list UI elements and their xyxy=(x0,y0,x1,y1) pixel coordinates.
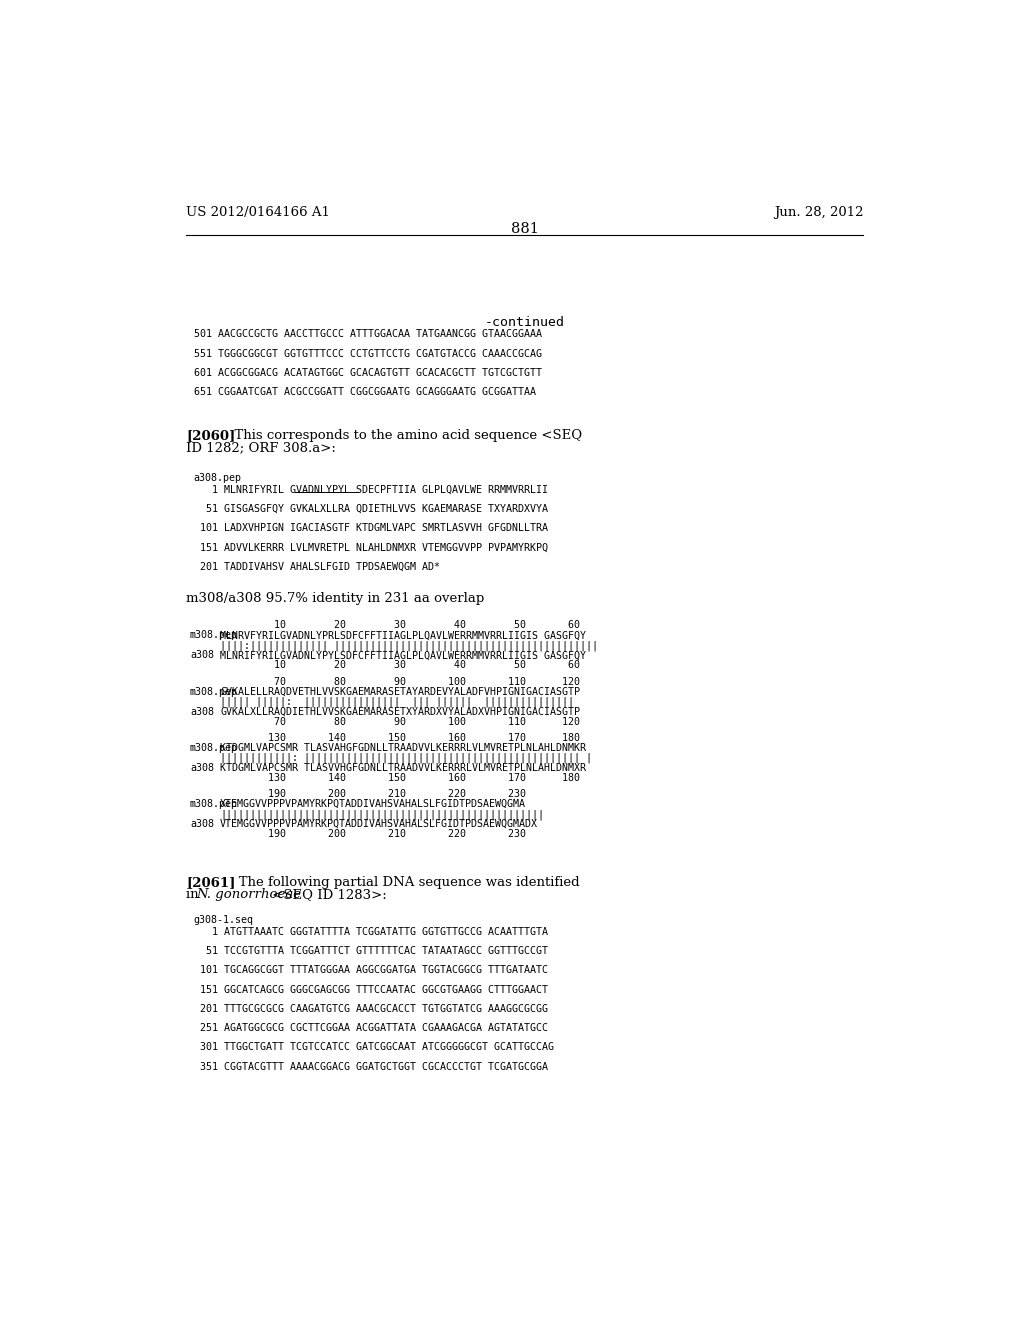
Text: 1 ATGTTAAATC GGGTATTTTA TCGGATATTG GGTGTTGCCG ACAATTTGTA: 1 ATGTTAAATC GGGTATTTTA TCGGATATTG GGTGT… xyxy=(194,927,548,937)
Text: [2061]: [2061] xyxy=(186,876,236,890)
Text: 130       140       150       160       170      180: 130 140 150 160 170 180 xyxy=(220,774,581,783)
Text: 881: 881 xyxy=(511,222,539,235)
Text: 351 CGGTACGTTT AAAACGGACG GGATGCTGGT CGCACCCTGT TCGATGCGGA: 351 CGGTACGTTT AAAACGGACG GGATGCTGGT CGC… xyxy=(194,1061,548,1072)
Text: KTDGMLVAPCSMR TLASVAHGFGDNLLTRAADVVLKERRRLVLMVRETPLNLAHLDNMKR: KTDGMLVAPCSMR TLASVAHGFGDNLLTRAADVVLKERR… xyxy=(220,743,586,752)
Text: 10        20        30        40        50       60: 10 20 30 40 50 60 xyxy=(220,620,581,631)
Text: ||||| |||||:  ||||||||||||||||  ||| ||||||  |||||||||||||||: ||||| |||||: |||||||||||||||| ||| ||||||… xyxy=(220,697,574,708)
Text: GVKALXLLRAQDIETHLVVSKGAEMARASETXYARDXVYALADXVHPIGNIGACIASGTP: GVKALXLLRAQDIETHLVVSKGAEMARASETXYARDXVYA… xyxy=(220,706,581,717)
Text: a308.pep: a308.pep xyxy=(194,473,242,483)
Text: N. gonorrhoeae: N. gonorrhoeae xyxy=(197,888,301,902)
Text: 101 TGCAGGCGGT TTTATGGGAA AGGCGGATGA TGGTACGGCG TTTGATAATC: 101 TGCAGGCGGT TTTATGGGAA AGGCGGATGA TGG… xyxy=(194,965,548,975)
Text: This corresponds to the amino acid sequence <SEQ: This corresponds to the amino acid seque… xyxy=(226,429,583,442)
Text: m308.pep: m308.pep xyxy=(190,799,238,809)
Text: 130       140       150       160       170      180: 130 140 150 160 170 180 xyxy=(220,733,581,743)
Text: in: in xyxy=(186,888,203,902)
Text: 1 MLNRIFYRIL GVADNLYPYL SDECPFTIIA GLPLQAVLWE RRMMVRRLII: 1 MLNRIFYRIL GVADNLYPYL SDECPFTIIA GLPLQ… xyxy=(194,484,548,495)
Text: 601 ACGGCGGACG ACATAGTGGC GCACAGTGTT GCACACGCTT TGTCGCTGTT: 601 ACGGCGGACG ACATAGTGGC GCACAGTGTT GCA… xyxy=(194,368,542,378)
Text: 201 TADDIVAHSV AHALSLFGID TPDSAEWQGM AD*: 201 TADDIVAHSV AHALSLFGID TPDSAEWQGM AD* xyxy=(194,562,440,572)
Text: 10        20        30        40        50       60: 10 20 30 40 50 60 xyxy=(220,660,581,671)
Text: 501 AACGCCGCTG AACCTTGCCC ATTTGGACAA TATGAANCGG GTAACGGAAA: 501 AACGCCGCTG AACCTTGCCC ATTTGGACAA TAT… xyxy=(194,330,542,339)
Text: XTEMGGVVPPPVPAMYRKPQTADDIVAHSVAHALSLFGIDTPDSAEWQGMA: XTEMGGVVPPPVPAMYRKPQTADDIVAHSVAHALSLFGID… xyxy=(220,799,526,809)
Text: KTDGMLVAPCSMR TLASVVHGFGDNLLTRAADVVLKERRRLVLMVRETPLNLAHLDNMXR: KTDGMLVAPCSMR TLASVVHGFGDNLLTRAADVVLKERR… xyxy=(220,763,586,772)
Text: The following partial DNA sequence was identified: The following partial DNA sequence was i… xyxy=(226,876,580,890)
Text: 301 TTGGCTGATT TCGTCCATCC GATCGGCAAT ATCGGGGGCGT GCATTGCCAG: 301 TTGGCTGATT TCGTCCATCC GATCGGCAAT ATC… xyxy=(194,1043,554,1052)
Text: m308.pep: m308.pep xyxy=(190,686,238,697)
Text: ID 1282; ORF 308.a>:: ID 1282; ORF 308.a>: xyxy=(186,442,336,455)
Text: <SEQ ID 1283>:: <SEQ ID 1283>: xyxy=(268,888,387,902)
Text: ||||:||||||||||||| ||||||||||||||||||||||||||||||||||||||||||||: ||||:||||||||||||| |||||||||||||||||||||… xyxy=(220,640,598,651)
Text: ||||||||||||||||||||||||||||||||||||||||||||||||||||||: ||||||||||||||||||||||||||||||||||||||||… xyxy=(220,809,544,820)
Text: ||||||||||||: |||||||||||||||||||||||||||||||||||||||||||||| |: ||||||||||||: ||||||||||||||||||||||||||… xyxy=(220,752,592,763)
Text: 70        80        90       100       110      120: 70 80 90 100 110 120 xyxy=(220,717,581,726)
Text: 551 TGGGCGGCGT GGTGTTTCCC CCTGTTCCTG CGATGTACCG CAAACCGCAG: 551 TGGGCGGCGT GGTGTTTCCC CCTGTTCCTG CGA… xyxy=(194,348,542,359)
Text: 251 AGATGGCGCG CGCTTCGGAA ACGGATTATA CGAAAGACGA AGTATATGCC: 251 AGATGGCGCG CGCTTCGGAA ACGGATTATA CGA… xyxy=(194,1023,548,1034)
Text: [2060]: [2060] xyxy=(186,429,236,442)
Text: 101 LADXVHPIGN IGACIASGTF KTDGMLVAPC SMRTLASVVH GFGDNLLTRA: 101 LADXVHPIGN IGACIASGTF KTDGMLVAPC SMR… xyxy=(194,524,548,533)
Text: US 2012/0164166 A1: US 2012/0164166 A1 xyxy=(186,206,330,219)
Text: a308: a308 xyxy=(190,651,214,660)
Text: -continued: -continued xyxy=(484,317,565,329)
Text: 151 GGCATCAGCG GGGCGAGCGG TTTCCAATAC GGCGTGAAGG CTTTGGAACT: 151 GGCATCAGCG GGGCGAGCGG TTTCCAATAC GGC… xyxy=(194,985,548,994)
Text: m308/a308 95.7% identity in 231 aa overlap: m308/a308 95.7% identity in 231 aa overl… xyxy=(186,591,484,605)
Text: 51 TCCGTGTTTA TCGGATTTCT GTTTTTTCAC TATAATAGCC GGTTTGCCGT: 51 TCCGTGTTTA TCGGATTTCT GTTTTTTCAC TATA… xyxy=(194,946,548,956)
Text: a308: a308 xyxy=(190,763,214,772)
Text: m308.pep: m308.pep xyxy=(190,743,238,752)
Text: MLNRVFYRILGVADNLYPRLSDFCFFTIIAGLPLQAVLWERRMMVRRLIIGIS GASGFQY: MLNRVFYRILGVADNLYPRLSDFCFFTIIAGLPLQAVLWE… xyxy=(220,631,586,640)
Text: m308.pep: m308.pep xyxy=(190,631,238,640)
Text: g308-1.seq: g308-1.seq xyxy=(194,915,254,924)
Text: 51 GISGASGFQY GVKALXLLRA QDIETHLVVS KGAEMARASE TXYARDXVYA: 51 GISGASGFQY GVKALXLLRA QDIETHLVVS KGAE… xyxy=(194,504,548,513)
Text: 651 CGGAATCGAT ACGCCGGATT CGGCGGAATG GCAGGGAATG GCGGATTAA: 651 CGGAATCGAT ACGCCGGATT CGGCGGAATG GCA… xyxy=(194,387,536,397)
Text: 190       200       210       220       230: 190 200 210 220 230 xyxy=(220,829,526,840)
Text: VTEMGGVVPPPVPAMYRKPQTADDIVAHSVAHALSLFGIDTPDSAEWQGMADX: VTEMGGVVPPPVPAMYRKPQTADDIVAHSVAHALSLFGID… xyxy=(220,818,539,829)
Text: 151 ADVVLKERRR LVLMVRETPL NLAHLDNMXR VTEMGGVVPP PVPAMYRKPQ: 151 ADVVLKERRR LVLMVRETPL NLAHLDNMXR VTE… xyxy=(194,543,548,553)
Text: 190       200       210       220       230: 190 200 210 220 230 xyxy=(220,789,526,799)
Text: a308: a308 xyxy=(190,818,214,829)
Text: Jun. 28, 2012: Jun. 28, 2012 xyxy=(774,206,863,219)
Text: 70        80        90       100       110      120: 70 80 90 100 110 120 xyxy=(220,677,581,686)
Text: 201 TTTGCGCGCG CAAGATGTCG AAACGCACCT TGTGGTATCG AAAGGCGCGG: 201 TTTGCGCGCG CAAGATGTCG AAACGCACCT TGT… xyxy=(194,1003,548,1014)
Text: GVKALELLRAQDVETHLVVSKGAEMARASETAYARDEVYALADFVHPIGNIGACIASGTP: GVKALELLRAQDVETHLVVSKGAEMARASETAYARDEVYA… xyxy=(220,686,581,697)
Text: a308: a308 xyxy=(190,706,214,717)
Text: MLNRIFYRILGVADNLYPYLSDFCFFTIIAGLPLQAVLWERRMMVRRLIIGIS GASGFQY: MLNRIFYRILGVADNLYPYLSDFCFFTIIAGLPLQAVLWE… xyxy=(220,651,586,660)
